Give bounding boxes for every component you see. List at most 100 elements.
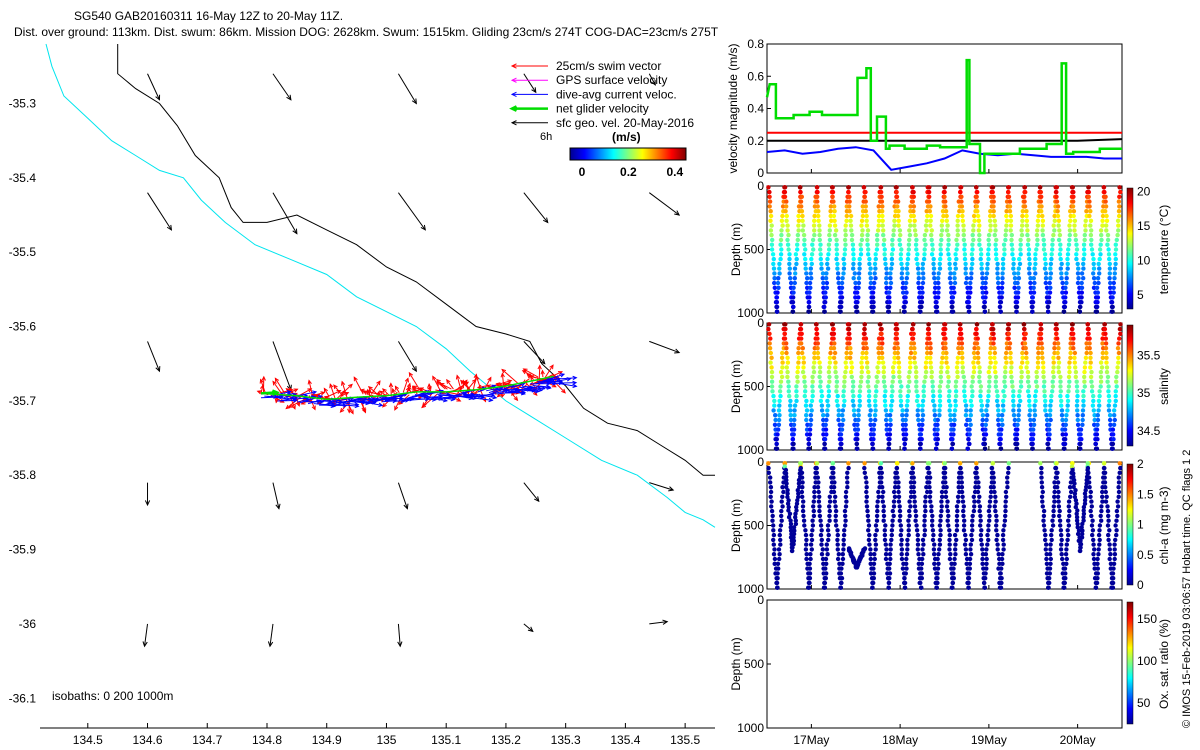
- profile-point: [816, 209, 821, 214]
- profile-point: [879, 350, 885, 356]
- profile-point: [788, 276, 793, 281]
- profile-point: [821, 280, 826, 286]
- section-ytick-label: 0: [757, 179, 764, 193]
- profile-point: [848, 350, 853, 356]
- profile-point: [930, 247, 935, 252]
- profile-point: [804, 271, 809, 276]
- profile-point: [811, 247, 816, 252]
- profile-point: [1108, 290, 1113, 295]
- profile-point: [1019, 374, 1024, 380]
- profile-point: [907, 379, 912, 384]
- profile-point: [1072, 350, 1078, 356]
- profile-point: [1016, 285, 1021, 290]
- profile-point: [826, 389, 832, 394]
- profile-point: [795, 488, 800, 493]
- profile-point: [807, 432, 813, 437]
- profile-point: [979, 542, 984, 547]
- profile-point: [1081, 518, 1086, 523]
- profile-point: [818, 242, 823, 247]
- profile-point: [984, 566, 989, 571]
- profile-point: [1003, 232, 1008, 238]
- legend-units-label: (m/s): [612, 130, 641, 144]
- profile-point: [918, 580, 923, 586]
- sfc-velocity-arrow: [147, 192, 173, 231]
- profile-point: [1065, 403, 1070, 408]
- profile-point: [961, 374, 966, 380]
- profile-point: [781, 489, 786, 495]
- profile-point: [856, 276, 862, 281]
- profile-point: [827, 237, 833, 243]
- profile-point: [897, 228, 903, 233]
- profile-point: [845, 485, 850, 490]
- profile-point: [1075, 413, 1080, 418]
- profile-point: [927, 194, 932, 199]
- profile-point: [1000, 256, 1006, 262]
- profile-point: [871, 422, 877, 427]
- profile-point: [993, 374, 999, 380]
- profile-point: [1048, 417, 1053, 423]
- profile-point: [1098, 242, 1103, 247]
- profile-point: [824, 561, 829, 566]
- profile-point: [991, 331, 996, 336]
- profile-point: [951, 576, 956, 581]
- profile-point: [839, 285, 845, 290]
- profile-point: [1116, 475, 1122, 480]
- profile-point: [921, 393, 927, 399]
- profile-point: [935, 437, 940, 442]
- profile-point: [991, 470, 996, 475]
- profile-point: [1018, 398, 1023, 404]
- profile-point: [906, 247, 911, 252]
- profile-point: [1006, 461, 1011, 466]
- profile-point: [802, 237, 807, 243]
- profile-point: [900, 413, 905, 418]
- profile-point: [940, 209, 946, 214]
- profile-point: [938, 532, 943, 538]
- profile-point: [810, 374, 815, 380]
- profile-point: [1096, 280, 1101, 286]
- profile-point: [775, 290, 780, 295]
- profile-point: [944, 360, 949, 365]
- profile-point: [968, 552, 974, 557]
- profile-point: [839, 566, 844, 571]
- profile-point: [970, 242, 975, 247]
- profile-point: [978, 247, 984, 252]
- profile-point: [920, 413, 926, 418]
- profile-point: [896, 494, 902, 499]
- profile-point: [1107, 256, 1112, 262]
- profile-point: [934, 585, 939, 590]
- map-xtick-label: 134.6: [133, 733, 163, 747]
- profile-point: [931, 547, 937, 552]
- profile-point: [865, 232, 870, 238]
- profile-point: [817, 223, 822, 228]
- profile-point: [1011, 398, 1016, 404]
- profile-point: [774, 309, 780, 314]
- profile-point: [1052, 480, 1057, 485]
- section-ytick-label: 1000: [737, 721, 764, 735]
- profile-point: [808, 422, 813, 427]
- profile-point: [897, 508, 903, 514]
- profile-point: [773, 413, 778, 418]
- profile-point: [1067, 223, 1072, 228]
- profile-point: [894, 322, 899, 327]
- profile-point: [845, 480, 850, 485]
- profile-point: [884, 547, 889, 552]
- profile-point: [1047, 571, 1053, 576]
- profile-point: [977, 374, 982, 380]
- profile-point: [928, 355, 933, 360]
- profile-point: [822, 304, 827, 310]
- profile-point: [841, 266, 847, 271]
- profile-point: [996, 280, 1001, 286]
- profile-point: [832, 218, 837, 223]
- profile-point: [803, 384, 808, 389]
- profile-point: [930, 537, 936, 543]
- profile-point: [1116, 341, 1121, 346]
- profile-point: [815, 485, 821, 490]
- profile-point: [950, 585, 955, 590]
- profile-point: [783, 471, 789, 476]
- profile-point: [894, 461, 900, 466]
- profile-point: [1042, 389, 1047, 394]
- profile-point: [1039, 465, 1044, 471]
- profile-point: [966, 571, 972, 576]
- profile-point: [782, 322, 787, 327]
- profile-point: [863, 209, 868, 214]
